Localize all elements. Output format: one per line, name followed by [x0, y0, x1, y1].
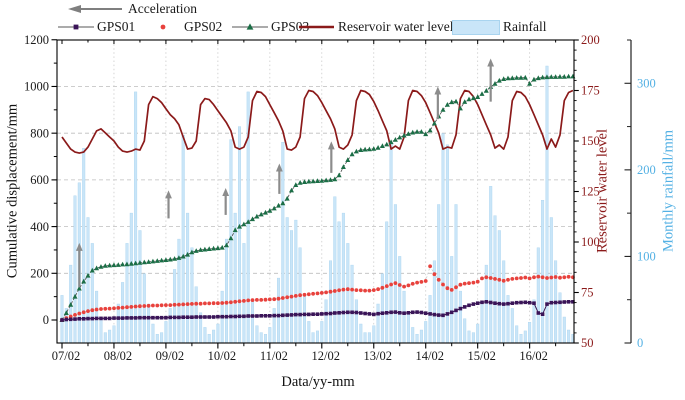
svg-text:175: 175	[581, 84, 600, 98]
legend-label-gps02: GPS02	[184, 19, 223, 34]
svg-text:15/02: 15/02	[467, 349, 495, 363]
svg-text:12/02: 12/02	[312, 349, 340, 363]
svg-text:16/02: 16/02	[519, 349, 547, 363]
svg-text:200: 200	[30, 266, 49, 280]
acceleration-arrow-icon	[68, 5, 122, 13]
svg-text:75: 75	[581, 286, 594, 300]
y-axis-title-displacement: Cumulative displacement/mm	[4, 103, 21, 279]
legend-label-gps01: GPS01	[97, 19, 136, 34]
svg-text:100: 100	[581, 235, 600, 249]
svg-text:08/02: 08/02	[104, 349, 132, 363]
reservoir-level-line	[61, 89, 574, 154]
svg-text:14/02: 14/02	[415, 349, 443, 363]
gridlines-vertical	[113, 40, 531, 343]
gps02-marker-icon	[160, 24, 166, 30]
rainfall-swatch-icon	[452, 20, 500, 35]
legend-label-rainfall: Rainfall	[503, 19, 547, 34]
y-axis-title-rainfall: Monthly rainfall/mm	[660, 129, 677, 253]
svg-text:09/02: 09/02	[156, 349, 184, 363]
svg-text:400: 400	[30, 220, 49, 234]
svg-text:0: 0	[43, 313, 49, 327]
gps01-marker-icon	[58, 24, 94, 30]
svg-text:600: 600	[30, 173, 49, 187]
gps02-series	[60, 264, 575, 322]
svg-text:150: 150	[581, 134, 600, 148]
svg-text:1200: 1200	[24, 33, 49, 47]
svg-text:50: 50	[581, 336, 594, 350]
svg-text:0: 0	[637, 336, 643, 350]
x-axis-title: Data/yy-mm	[281, 374, 355, 390]
svg-text:200: 200	[581, 33, 600, 47]
svg-text:11/02: 11/02	[260, 349, 288, 363]
svg-text:200: 200	[637, 163, 656, 177]
gps03-marker-icon	[232, 23, 268, 30]
svg-text:100: 100	[637, 250, 656, 264]
legend-label-acceleration: Acceleration	[128, 1, 197, 16]
reservoir-line-icon	[299, 25, 334, 29]
acceleration-arrows	[75, 58, 495, 288]
svg-text:800: 800	[30, 126, 49, 140]
svg-text:1000: 1000	[24, 80, 49, 94]
svg-text:125: 125	[581, 185, 600, 199]
gps01-series	[60, 300, 575, 322]
svg-text:13/02: 13/02	[364, 349, 392, 363]
y-axis-title-reservoir: Reservoir water level	[594, 128, 611, 254]
svg-text:10/02: 10/02	[208, 349, 236, 363]
legend-label-reservoir: Reservoir water level	[338, 19, 454, 34]
rainfall-bars	[60, 65, 575, 344]
svg-text:07/02: 07/02	[52, 349, 80, 363]
legend-label-gps03: GPS03	[271, 19, 310, 34]
gridlines-horizontal	[57, 86, 574, 274]
svg-text:300: 300	[637, 76, 656, 90]
